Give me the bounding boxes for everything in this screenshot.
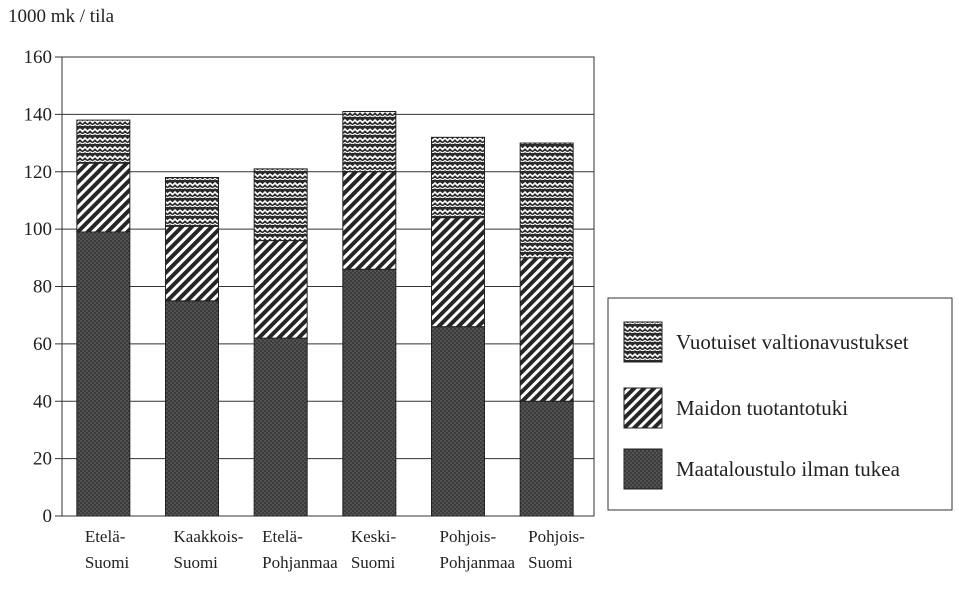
y-tick-label: 80	[33, 277, 52, 298]
bar-dots-5	[519, 400, 574, 517]
bar-wave-1	[165, 176, 219, 227]
bar-hatch-2	[253, 240, 308, 339]
bar-dots-2	[253, 337, 308, 517]
bar-wave-3	[342, 111, 397, 173]
legend-box	[607, 297, 953, 511]
bar-wave-2	[253, 168, 308, 242]
legend-swatch-wave	[623, 321, 663, 363]
y-axis-label: 1000 mk / tila	[8, 6, 115, 27]
bar-dots-4	[431, 326, 485, 517]
y-tick-label: 140	[24, 104, 53, 125]
bar-hatch-4	[431, 217, 485, 328]
y-tick-label: 60	[33, 334, 52, 355]
bar-hatch-0	[76, 162, 131, 233]
legend-label: Maataloustulo ilman tukea	[676, 457, 901, 481]
bar-dots-1	[165, 300, 219, 517]
legend-label: Maidon tuotantotuki	[676, 396, 848, 420]
y-tick-label: 120	[24, 162, 53, 183]
x-tick-label: Pohjois-Suomi	[528, 527, 585, 572]
bar-hatch-1	[165, 225, 219, 302]
bar-dots-3	[342, 268, 397, 517]
x-tick-label: Pohjois-Pohjanmaa	[440, 527, 516, 572]
y-tick-label: 0	[43, 506, 53, 527]
legend-swatch-hatch	[623, 387, 663, 429]
bar-hatch-3	[342, 171, 397, 270]
x-tick-label: Keski-Suomi	[351, 527, 397, 572]
x-tick-label: Etelä-Suomi	[85, 527, 130, 572]
bar-wave-4	[431, 136, 485, 219]
bar-wave-5	[519, 142, 574, 259]
y-tick-label: 40	[33, 391, 52, 412]
bar-dots-0	[76, 231, 131, 517]
x-tick-label: Kaakkois-Suomi	[174, 527, 244, 572]
bar-hatch-5	[519, 257, 574, 402]
x-tick-label: Etelä-Pohjanmaa	[262, 527, 338, 572]
bar-wave-0	[76, 119, 131, 164]
y-tick-label: 20	[33, 449, 52, 470]
y-tick-label: 160	[24, 47, 53, 68]
y-tick-label: 100	[24, 219, 53, 240]
legend-swatch-dots	[623, 448, 663, 490]
legend-label: Vuotuiset valtionavustukset	[676, 330, 909, 354]
